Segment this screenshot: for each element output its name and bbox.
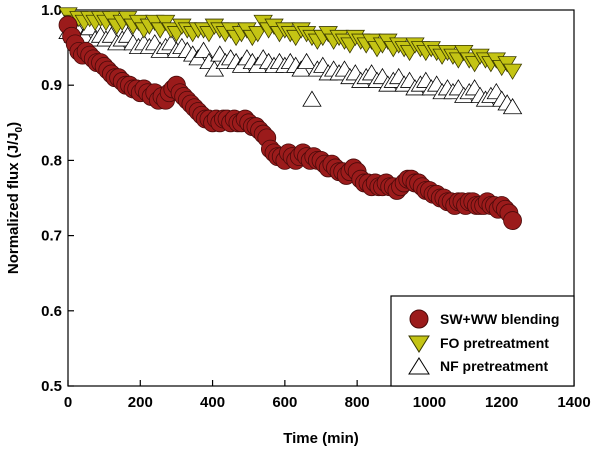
plot-frame <box>67 9 575 387</box>
y-tick-label: 0.5 <box>41 378 62 395</box>
data-series <box>58 7 523 230</box>
legend-label-fo: FO pretreatment <box>440 335 549 351</box>
x-tick-label: 600 <box>272 394 297 411</box>
y-axis-title: Normalized flux (J/J0) <box>5 122 25 274</box>
x-tick-label: 800 <box>345 394 370 411</box>
y-tick-label: 0.9 <box>41 77 62 94</box>
y-tick-label: 0.7 <box>41 228 62 245</box>
legend-marker-nf <box>408 357 430 375</box>
y-axis-title-end: ) <box>5 122 22 127</box>
y-tick-label: 1.0 <box>41 2 62 19</box>
y-axis-title-main: Normalized flux (J/J <box>5 132 22 274</box>
x-tick-label: 400 <box>200 394 225 411</box>
legend-marker-sw-ww <box>409 309 429 329</box>
legend-label-sw-ww: SW+WW blending <box>440 311 559 327</box>
legend-marker-fo <box>408 335 430 353</box>
data-point <box>193 41 214 58</box>
series-nf-pretreatment <box>58 19 523 115</box>
x-tick-label: 200 <box>128 394 153 411</box>
x-axis-title: Time (min) <box>283 430 359 447</box>
y-axis-title-subscript: 0 <box>14 126 25 132</box>
series-sw-ww-blending <box>58 15 522 230</box>
x-tick-label: 1400 <box>557 394 590 411</box>
x-tick-label: 1200 <box>485 394 518 411</box>
data-point <box>503 211 522 230</box>
y-axis: 0.5 0.6 0.7 0.8 0.9 1.0 <box>41 2 74 395</box>
data-point <box>248 26 268 43</box>
y-tick-label: 0.8 <box>41 152 62 169</box>
y-tick-label: 0.6 <box>41 303 62 320</box>
data-point <box>296 52 317 70</box>
x-tick-label: 1000 <box>413 394 446 411</box>
data-point <box>302 90 322 107</box>
series-fo-pretreatment <box>58 7 523 80</box>
legend-label-nf: NF pretreatment <box>440 358 548 374</box>
x-axis: 0 200 400 600 800 1000 1200 1400 <box>64 380 591 411</box>
data-point <box>502 63 523 80</box>
data-point <box>502 97 523 115</box>
x-tick-label: 0 <box>64 394 72 411</box>
legend: SW+WW blending FO pretreatment NF pretre… <box>390 295 575 387</box>
